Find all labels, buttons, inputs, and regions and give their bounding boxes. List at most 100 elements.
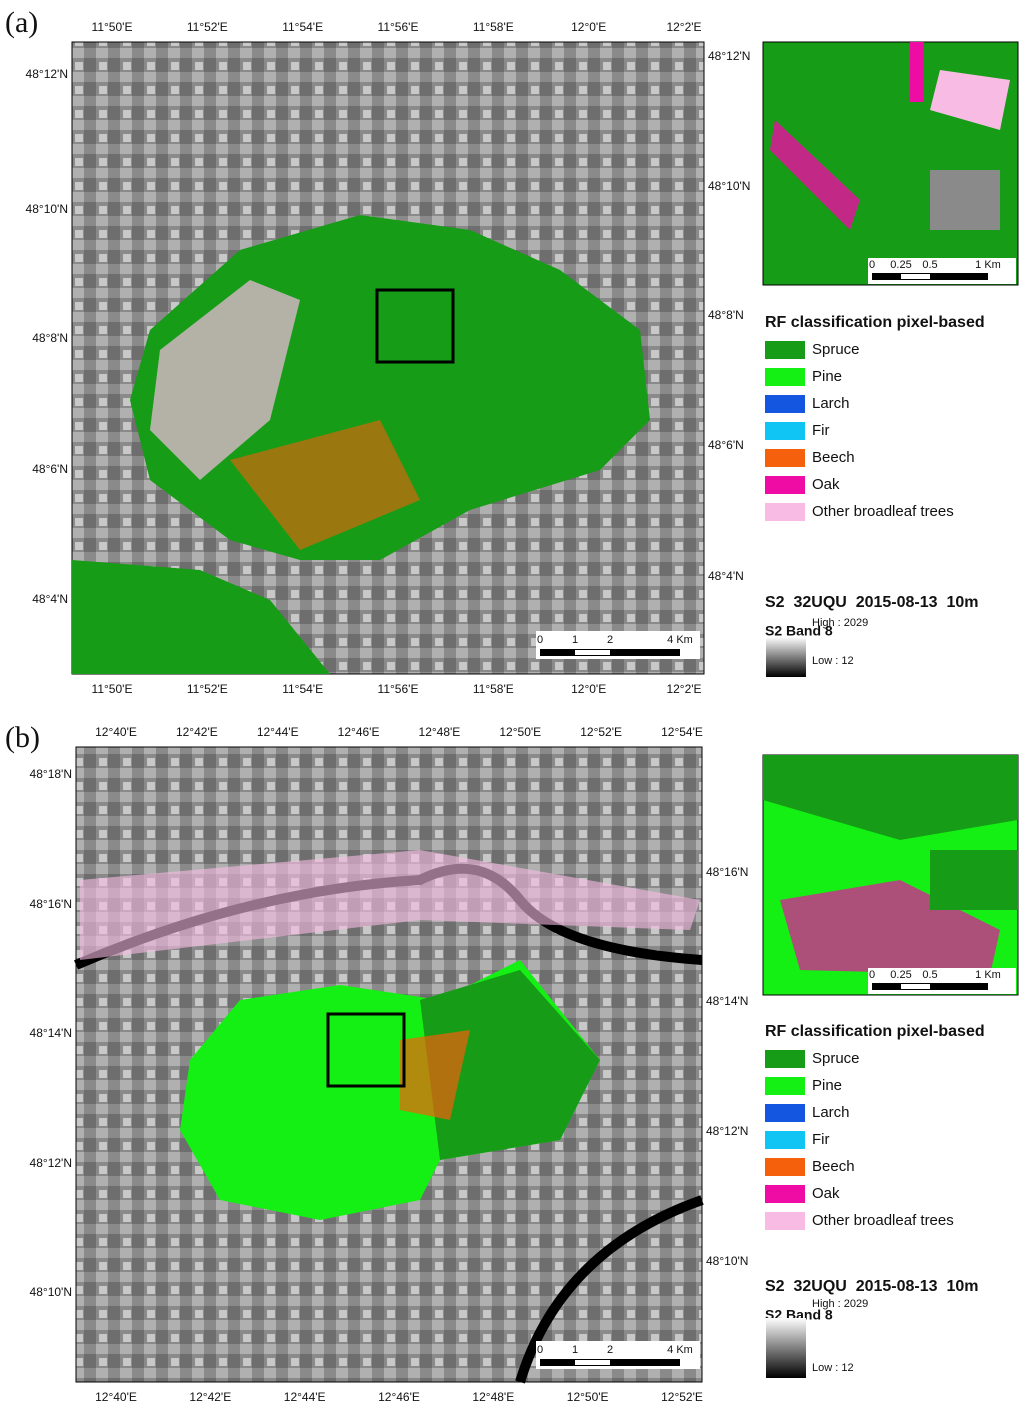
left-tick-label: 48°14'N — [30, 1026, 72, 1040]
band-high: High : 2029 — [812, 1298, 868, 1310]
left-tick-label: 48°12'N — [26, 67, 68, 81]
right-tick-label: 48°10'N — [708, 179, 750, 193]
top-tick-label: 11°56'E — [378, 20, 419, 34]
legend-swatch — [765, 1050, 805, 1068]
inset-scale-label: 0 — [869, 969, 875, 981]
legend-swatch — [765, 1131, 805, 1149]
bottom-tick-label: 12°52'E — [661, 1390, 703, 1404]
left-tick-label: 48°8'N — [32, 331, 68, 345]
bottom-tick-label: 12°50'E — [567, 1390, 609, 1404]
legend-swatch — [765, 395, 805, 413]
image-title: S2 32UQU 2015-08-13 10m — [765, 1278, 978, 1295]
legend-swatch — [765, 476, 805, 494]
inset-scale-label: 0.5 — [922, 969, 937, 981]
top-tick-label: 12°54'E — [661, 725, 703, 739]
right-tick-label: 48°12'N — [706, 1124, 748, 1138]
bottom-tick-label: 12°44'E — [284, 1390, 326, 1404]
scale-bar-segment — [575, 650, 610, 655]
top-tick-label: 12°50'E — [499, 725, 541, 739]
top-tick-label: 11°52'E — [187, 20, 228, 34]
left-tick-label: 48°4'N — [32, 592, 68, 606]
bottom-tick-label: 12°40'E — [95, 1390, 137, 1404]
left-tick-label: 48°6'N — [32, 462, 68, 476]
legend-swatch — [765, 503, 805, 521]
scale-bar-label: 0 — [537, 1344, 543, 1356]
legend-label: Fir — [812, 1131, 830, 1148]
right-tick-label: 48°16'N — [706, 865, 748, 879]
legend-swatch — [765, 1185, 805, 1203]
legend-label: Pine — [812, 368, 842, 385]
inset-scale-bar-segment — [901, 984, 930, 989]
right-tick-label: 48°14'N — [706, 994, 748, 1008]
legend-label: Spruce — [812, 341, 860, 358]
top-tick-label: 12°46'E — [338, 725, 380, 739]
bottom-tick-label: 12°2'E — [666, 682, 701, 696]
legend-label: Larch — [812, 1104, 850, 1121]
inset-scale-label: 0 — [869, 259, 875, 271]
legend-label: Beech — [812, 1158, 855, 1175]
legend-label: Pine — [812, 1077, 842, 1094]
legend-title: RF classification pixel-based — [765, 1023, 985, 1040]
legend-label: Oak — [812, 476, 840, 493]
band-high: High : 2029 — [812, 617, 868, 629]
scale-bar-label: 4 Km — [667, 1344, 693, 1356]
scale-bar-segment — [575, 1360, 610, 1365]
top-tick-label: 12°2'E — [666, 20, 701, 34]
scale-bar-label: 1 — [572, 634, 578, 646]
left-tick-label: 48°16'N — [30, 897, 72, 911]
bottom-tick-label: 12°42'E — [189, 1390, 231, 1404]
map-b — [74, 746, 704, 1384]
bottom-tick-label: 11°58'E — [473, 682, 514, 696]
left-tick-label: 48°18'N — [30, 767, 72, 781]
bottom-tick-label: 11°54'E — [282, 682, 323, 696]
legend-swatch — [765, 1212, 805, 1230]
right-tick-label: 48°10'N — [706, 1254, 748, 1268]
legend-swatch — [765, 449, 805, 467]
right-tick-label: 48°4'N — [708, 569, 744, 583]
left-tick-label: 48°12'N — [30, 1156, 72, 1170]
top-tick-label: 12°52'E — [580, 725, 622, 739]
inset-scale-label: 1 Km — [975, 969, 1001, 981]
image-title: S2 32UQU 2015-08-13 10m — [765, 594, 978, 611]
panel-label: (b) — [5, 721, 40, 754]
top-tick-label: 11°50'E — [92, 20, 133, 34]
legend-label: Oak — [812, 1185, 840, 1202]
top-tick-label: 11°54'E — [282, 20, 323, 34]
top-tick-label: 12°42'E — [176, 725, 218, 739]
right-tick-label: 48°8'N — [708, 308, 744, 322]
scale-bar-label: 2 — [607, 1344, 613, 1356]
scale-bar-label: 1 — [572, 1344, 578, 1356]
scale-bar-label: 2 — [607, 634, 613, 646]
right-tick-label: 48°6'N — [708, 438, 744, 452]
bottom-tick-label: 11°50'E — [92, 682, 133, 696]
band-gradient — [766, 637, 806, 677]
bottom-tick-label: 11°52'E — [187, 682, 228, 696]
panel-label: (a) — [5, 6, 38, 39]
inset-scale-bar-segment — [901, 274, 930, 279]
scale-bar-label: 4 Km — [667, 634, 693, 646]
band-gradient — [766, 1318, 806, 1378]
legend-swatch — [765, 368, 805, 386]
right-tick-label: 48°12'N — [708, 49, 750, 63]
band-low: Low : 12 — [812, 1362, 854, 1374]
legend-swatch — [765, 1158, 805, 1176]
top-tick-label: 12°48'E — [419, 725, 461, 739]
left-tick-label: 48°10'N — [30, 1285, 72, 1299]
legend-label: Larch — [812, 395, 850, 412]
legend-title: RF classification pixel-based — [765, 314, 985, 331]
legend-label: Beech — [812, 449, 855, 466]
map-a — [71, 41, 705, 675]
top-tick-label: 12°0'E — [571, 20, 606, 34]
band-title: S2 Band 8 — [765, 623, 833, 639]
legend-swatch — [765, 1077, 805, 1095]
inset-scale-label: 0.25 — [890, 969, 911, 981]
legend-swatch — [765, 1104, 805, 1122]
bottom-tick-label: 12°46'E — [378, 1390, 420, 1404]
legend-label: Spruce — [812, 1050, 860, 1067]
inset-scale-label: 0.5 — [922, 259, 937, 271]
bottom-tick-label: 12°48'E — [472, 1390, 514, 1404]
bottom-tick-label: 11°56'E — [378, 682, 419, 696]
scale-bar-label: 0 — [537, 634, 543, 646]
top-tick-label: 12°44'E — [257, 725, 299, 739]
